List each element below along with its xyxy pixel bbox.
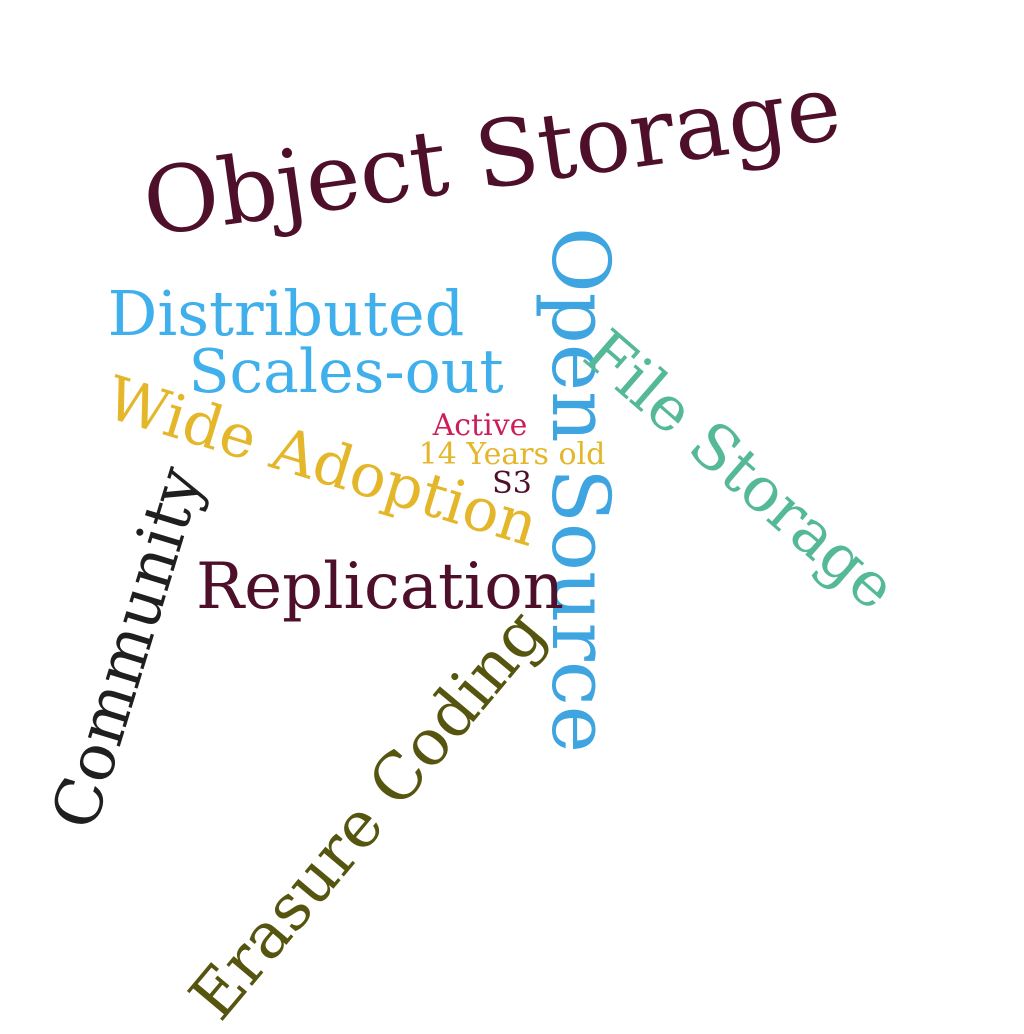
word-open-source: Open Source xyxy=(534,227,627,753)
word-distributed: Distributed xyxy=(107,277,465,350)
word-erasure-coding: Erasure Coding xyxy=(175,596,561,1034)
word-14-years-old: 14 Years old xyxy=(418,437,606,472)
word-object-storage: Object Storage xyxy=(136,53,848,258)
word-community: Community xyxy=(37,458,219,838)
word-scales-out: Scales-out xyxy=(188,337,504,407)
word-active: Active xyxy=(432,408,528,443)
word-s3: S3 xyxy=(492,466,532,501)
word-replication: Replication xyxy=(196,550,564,624)
